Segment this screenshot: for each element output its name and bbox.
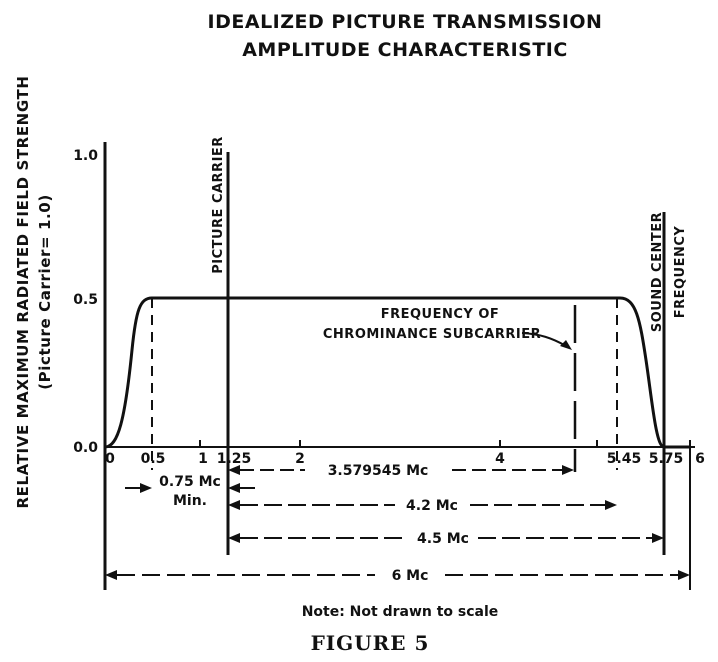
x-tick-1: 1 bbox=[198, 451, 208, 467]
y-axis-label-line-1: RELATIVE MAXIMUM RADIATED FIELD STRENGTH bbox=[14, 76, 32, 509]
x-tick-5-45: 5.45 bbox=[607, 451, 642, 467]
min-width-label-line-2: Min. bbox=[173, 493, 207, 509]
dimension-chroma-offset bbox=[228, 465, 574, 475]
x-tick-4: 4 bbox=[495, 451, 505, 467]
y-tick-0-0: 0.0 bbox=[73, 440, 98, 456]
title-line-2: AMPLITUDE CHARACTERISTIC bbox=[242, 39, 568, 61]
min-width-label-line-1: 0.75 Mc bbox=[159, 474, 221, 490]
channel-width-label: 6 Mc bbox=[392, 568, 429, 584]
dimension-sound-offset bbox=[228, 533, 664, 543]
y-tick-0-5: 0.5 bbox=[73, 292, 98, 308]
title-line-1: IDEALIZED PICTURE TRANSMISSION bbox=[208, 11, 603, 33]
chroma-arrowhead bbox=[560, 340, 572, 350]
video-band-label: 4.2 Mc bbox=[406, 498, 458, 514]
dimension-channel-width bbox=[105, 570, 690, 580]
sound-center-label-line-1: SOUND CENTER bbox=[650, 212, 665, 332]
chroma-label-line-2: CHROMINANCE SUBCARRIER bbox=[323, 327, 541, 342]
sound-center-label-line-2: FREQUENCY bbox=[673, 226, 688, 319]
x-tick-2: 2 bbox=[295, 451, 305, 467]
x-tick-marks bbox=[199, 440, 691, 447]
chroma-offset-label: 3.579545 Mc bbox=[328, 463, 429, 479]
y-tick-1-0: 1.0 bbox=[73, 148, 98, 164]
x-tick-5-75: 5.75 bbox=[649, 451, 684, 467]
scale-note: Note: Not drawn to scale bbox=[302, 604, 499, 620]
figure-label: FIGURE 5 bbox=[311, 631, 430, 655]
x-tick-6: 6 bbox=[695, 451, 705, 467]
dimension-video-band bbox=[228, 500, 617, 510]
sound-offset-label: 4.5 Mc bbox=[417, 531, 469, 547]
x-tick-1-25: 1.25 bbox=[217, 451, 252, 467]
picture-carrier-label: PICTURE CARRIER bbox=[211, 136, 226, 274]
x-tick-0-5: 0.5 bbox=[141, 451, 166, 467]
chroma-label-line-1: FREQUENCY OF bbox=[381, 307, 500, 322]
amplitude-curve bbox=[104, 296, 690, 449]
dimension-min-width bbox=[125, 483, 255, 493]
x-tick-0: 0 bbox=[105, 451, 115, 467]
y-axis-label-line-2: (Picture Carrier= 1.0) bbox=[36, 194, 54, 390]
